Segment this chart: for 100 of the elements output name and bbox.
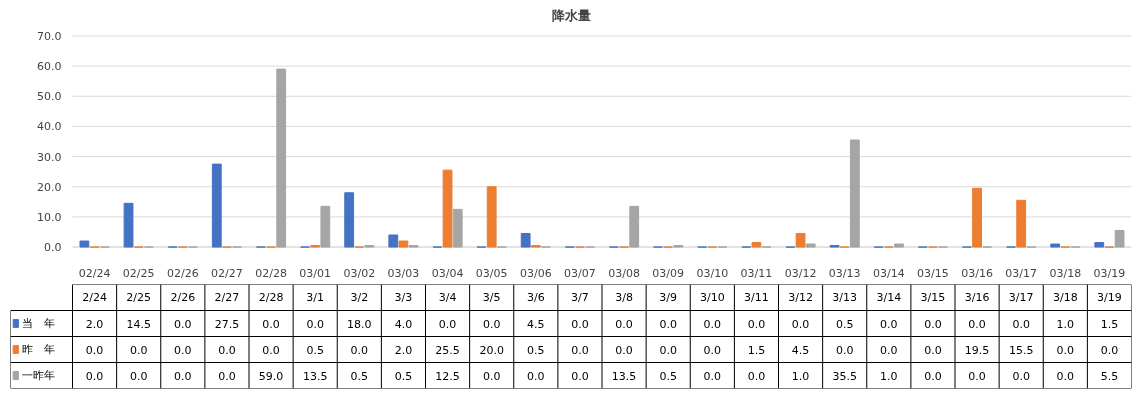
bar bbox=[211, 163, 222, 248]
data-label: 2.0 bbox=[394, 343, 413, 357]
bar bbox=[849, 139, 860, 248]
bar bbox=[452, 208, 463, 248]
x-tick-label: 03/05 bbox=[475, 266, 508, 280]
text: 3/9 bbox=[659, 291, 678, 304]
text: 3/1 bbox=[306, 291, 325, 304]
data-label: 0.0 bbox=[968, 317, 986, 331]
text: 3/4 bbox=[438, 291, 457, 304]
y-tick-label: 60.0 bbox=[36, 60, 62, 74]
text: 3/18 bbox=[1052, 291, 1078, 304]
data-label: 0.0 bbox=[438, 317, 457, 331]
x-tick-label: 02/27 bbox=[211, 266, 243, 280]
data-label: 4.0 bbox=[394, 317, 413, 331]
x-tick-label: 03/01 bbox=[299, 266, 332, 280]
bar bbox=[795, 232, 806, 248]
data-label: 0.0 bbox=[1012, 369, 1030, 383]
data-label: 0.0 bbox=[1100, 343, 1119, 357]
x-tick-label: 03/19 bbox=[1093, 266, 1126, 280]
data-label: 0.0 bbox=[174, 317, 192, 331]
data-label: 20.0 bbox=[479, 343, 504, 357]
text: 3/5 bbox=[482, 291, 501, 304]
text: 3/11 bbox=[744, 291, 769, 304]
data-label: 0.5 bbox=[527, 343, 545, 357]
x-tick-label: 03/18 bbox=[1049, 266, 1082, 280]
data-label: 0.5 bbox=[394, 369, 413, 383]
data-label: 0.0 bbox=[659, 343, 677, 357]
data-label: 27.5 bbox=[214, 317, 240, 331]
data-label: 14.5 bbox=[126, 317, 151, 331]
x-tick-label: 03/17 bbox=[1005, 266, 1038, 280]
y-tick-label: 50.0 bbox=[36, 90, 62, 104]
text: 3/17 bbox=[1008, 291, 1034, 304]
bar bbox=[972, 187, 982, 248]
data-label: 59.0 bbox=[258, 369, 284, 383]
data-label: 0.0 bbox=[1056, 369, 1075, 383]
data-label: 13.5 bbox=[611, 369, 637, 383]
x-tick-label: 03/09 bbox=[652, 266, 685, 280]
data-label: 0.5 bbox=[835, 317, 854, 331]
text: 3/3 bbox=[394, 291, 413, 304]
data-label: 0.0 bbox=[924, 317, 942, 331]
data-label: 0.0 bbox=[747, 369, 766, 383]
data-label: 0.0 bbox=[350, 343, 369, 357]
data-label: 0.0 bbox=[968, 369, 986, 383]
text: 3/13 bbox=[832, 291, 858, 304]
data-label: 0.0 bbox=[924, 343, 942, 357]
y-tick-label: 20.0 bbox=[36, 180, 62, 194]
bar bbox=[79, 240, 90, 248]
text: 3/2 bbox=[350, 291, 369, 304]
text: 3/7 bbox=[571, 291, 589, 304]
legend-label: 当 年 bbox=[21, 317, 55, 330]
data-label: 1.5 bbox=[747, 343, 766, 357]
data-label: 2.0 bbox=[85, 317, 104, 331]
bar bbox=[486, 186, 497, 248]
data-label: 18.0 bbox=[347, 317, 372, 331]
text: 2/24 bbox=[82, 291, 107, 304]
text: 3/15 bbox=[920, 291, 946, 304]
x-tick-label: 03/14 bbox=[872, 266, 905, 280]
data-label: 1.0 bbox=[791, 369, 810, 383]
data-label: 0.0 bbox=[791, 317, 810, 331]
legend-label: 一昨年 bbox=[21, 369, 55, 382]
data-label: 0.0 bbox=[703, 343, 722, 357]
bar bbox=[442, 169, 453, 248]
data-label: 0.0 bbox=[306, 317, 324, 331]
x-tick-label: 03/04 bbox=[431, 266, 464, 280]
bar bbox=[1094, 242, 1105, 248]
data-label: 0.0 bbox=[1056, 343, 1075, 357]
data-label: 0.0 bbox=[129, 369, 148, 383]
data-label: 35.5 bbox=[832, 369, 857, 383]
y-tick-label: 40.0 bbox=[36, 120, 62, 134]
data-label: 0.0 bbox=[527, 369, 545, 383]
data-label: 4.5 bbox=[527, 317, 545, 331]
data-label: 12.5 bbox=[435, 369, 460, 383]
x-tick-label: 02/25 bbox=[122, 266, 155, 280]
data-label: 1.0 bbox=[880, 369, 898, 383]
data-label: 4.5 bbox=[791, 343, 810, 357]
data-label: 0.0 bbox=[174, 369, 192, 383]
data-label: 0.5 bbox=[659, 369, 677, 383]
data-label: 0.0 bbox=[880, 343, 898, 357]
bar bbox=[276, 68, 287, 248]
bar bbox=[805, 243, 816, 248]
text: 2/25 bbox=[126, 291, 152, 304]
data-label: 0.0 bbox=[615, 317, 633, 331]
x-tick-label: 03/11 bbox=[740, 266, 773, 280]
data-label: 0.0 bbox=[835, 343, 854, 357]
x-tick-label: 03/12 bbox=[784, 266, 817, 280]
data-label: 0.0 bbox=[747, 317, 766, 331]
y-tick-label: 10.0 bbox=[36, 210, 62, 224]
data-label: 0.0 bbox=[924, 369, 942, 383]
data-label: 0.0 bbox=[615, 343, 633, 357]
x-tick-label: 03/13 bbox=[828, 266, 861, 280]
data-label: 0.0 bbox=[571, 369, 589, 383]
chart-title: 降水量 bbox=[551, 7, 591, 23]
x-tick-label: 03/08 bbox=[608, 266, 640, 280]
data-label: 15.5 bbox=[1008, 343, 1034, 357]
text: 2/28 bbox=[258, 291, 284, 304]
bar bbox=[123, 202, 134, 248]
data-label: 1.5 bbox=[1100, 317, 1119, 331]
x-tick-label: 03/06 bbox=[519, 266, 552, 280]
data-label: 0.0 bbox=[85, 369, 104, 383]
data-label: 0.0 bbox=[174, 343, 192, 357]
